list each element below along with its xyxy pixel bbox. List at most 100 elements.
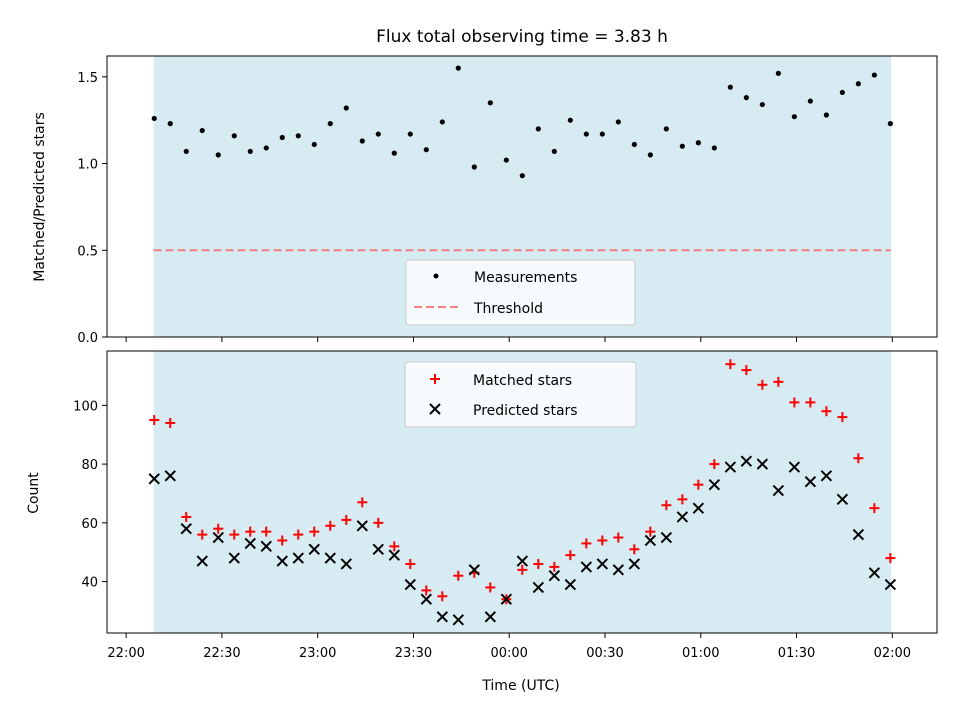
measurement-point: [759, 101, 765, 108]
predicted-stars-points: [148, 455, 897, 626]
bottom-y-tick-label: 40: [81, 576, 98, 591]
predicted-star-point: [548, 570, 561, 582]
predicted-star-point: [868, 567, 881, 579]
measurement-point: [775, 70, 781, 76]
matched-star-point: [261, 526, 272, 537]
matched-star-point: [309, 526, 320, 537]
measurement-point: [535, 126, 541, 132]
measurement-point: [503, 157, 509, 163]
matched-star-point: [437, 591, 448, 602]
bottom-legend: Matched stars Predicted stars: [404, 361, 637, 428]
predicted-star-point: [324, 552, 336, 564]
legend-predicted-marker: [429, 403, 441, 415]
predicted-star-point: [724, 461, 737, 473]
matched-star-point: [165, 417, 176, 428]
x-tick-label: 00:00: [490, 646, 527, 661]
matched-star-point: [373, 517, 384, 528]
measurement-point: [551, 148, 557, 155]
matched-star-point: [613, 532, 624, 543]
predicted-star-point: [532, 581, 545, 594]
top-y-axis-label: Matched/Predicted stars: [32, 112, 48, 282]
matched-star-point: [341, 514, 352, 525]
predicted-star-point: [420, 593, 433, 605]
bottom-legend-box: [404, 361, 637, 428]
predicted-star-point: [820, 470, 833, 482]
predicted-star-point: [692, 502, 705, 514]
measurement-point: [887, 121, 893, 127]
measurement-point: [839, 89, 845, 96]
matched-star-point: [149, 415, 160, 426]
measurement-point: [487, 100, 493, 106]
bottom-y-axis-label: Count: [26, 472, 42, 514]
predicted-star-point: [644, 534, 657, 547]
predicted-star-point: [452, 614, 465, 626]
predicted-star-point: [388, 549, 401, 561]
measurement-point: [823, 112, 829, 118]
predicted-star-point: [884, 578, 897, 591]
predicted-star-point: [340, 558, 352, 570]
measurement-point: [423, 147, 429, 153]
measurement-point: [663, 126, 669, 132]
matched-star-point: [853, 453, 864, 464]
matched-star-point: [869, 503, 880, 514]
measurement-point: [391, 150, 397, 156]
top-legend: Measurements Threshold: [405, 259, 636, 326]
measurement-point: [279, 134, 285, 141]
measurement-point: [151, 115, 157, 122]
measurement-point: [359, 138, 365, 144]
measurement-point: [727, 84, 733, 90]
matched-star-point: [725, 359, 736, 370]
matched-star-point: [805, 397, 816, 408]
predicted-star-point: [660, 531, 673, 544]
measurement-point: [295, 133, 301, 139]
predicted-star-point: [196, 555, 208, 567]
predicted-star-point: [228, 552, 240, 564]
measurement-point: [615, 119, 621, 125]
measurement-point: [679, 143, 685, 149]
matched-star-point: [485, 582, 496, 593]
top-y-tick-label: 1.0: [77, 158, 98, 173]
predicted-star-point: [436, 611, 449, 623]
predicted-star-point: [740, 455, 753, 467]
measurement-point: [871, 72, 877, 78]
predicted-star-point: [292, 552, 304, 564]
measurement-point: [711, 145, 717, 151]
x-tick-label: 00:30: [586, 646, 623, 661]
bottom-x-ticks: 22:00 22:30 23:00 23:30 00:00 00:30 01:00 01:30…: [107, 633, 911, 661]
predicted-star-point: [596, 558, 609, 570]
x-tick-label: 23:00: [299, 646, 336, 661]
measurement-point: [583, 131, 589, 137]
matched-star-point: [645, 526, 656, 537]
measurement-points: [151, 65, 893, 179]
measurement-point: [631, 141, 637, 148]
matched-star-point: [517, 564, 528, 575]
measurement-point: [199, 127, 205, 134]
measurement-point: [455, 65, 461, 71]
top-y-tick-label: 0.5: [77, 244, 98, 259]
matched-star-point: [229, 529, 240, 540]
predicted-star-point: [372, 543, 384, 555]
matched-star-point: [661, 500, 672, 511]
measurement-point: [471, 164, 477, 170]
predicted-star-point: [308, 543, 320, 555]
matched-star-point: [357, 497, 368, 508]
bottom-y-ticks: 40 60 80 100: [73, 399, 107, 591]
predicted-star-point: [852, 528, 865, 541]
measurement-point: [647, 152, 653, 158]
matched-star-point: [197, 529, 208, 540]
chart-title: Flux total observing time = 3.83 h: [376, 27, 668, 47]
predicted-star-point: [212, 531, 224, 544]
bottom-axes-frame: [106, 350, 938, 634]
top-x-ticks: [125, 337, 893, 342]
top-y-tick-label: 1.5: [77, 71, 98, 86]
legend-matched-marker: [430, 374, 440, 384]
x-tick-label: 23:30: [395, 646, 432, 661]
predicted-star-point: [676, 511, 689, 523]
x-tick-label: 22:00: [107, 646, 144, 661]
predicted-star-point: [788, 461, 801, 473]
measurement-point: [439, 119, 445, 125]
measurement-point: [567, 117, 573, 123]
top-panel: 0.0 0.5 1.0 1.5 Matched/Predicted stars Mea…: [32, 55, 938, 346]
predicted-star-point: [260, 540, 272, 553]
top-y-tick-label: 0.0: [77, 331, 98, 346]
